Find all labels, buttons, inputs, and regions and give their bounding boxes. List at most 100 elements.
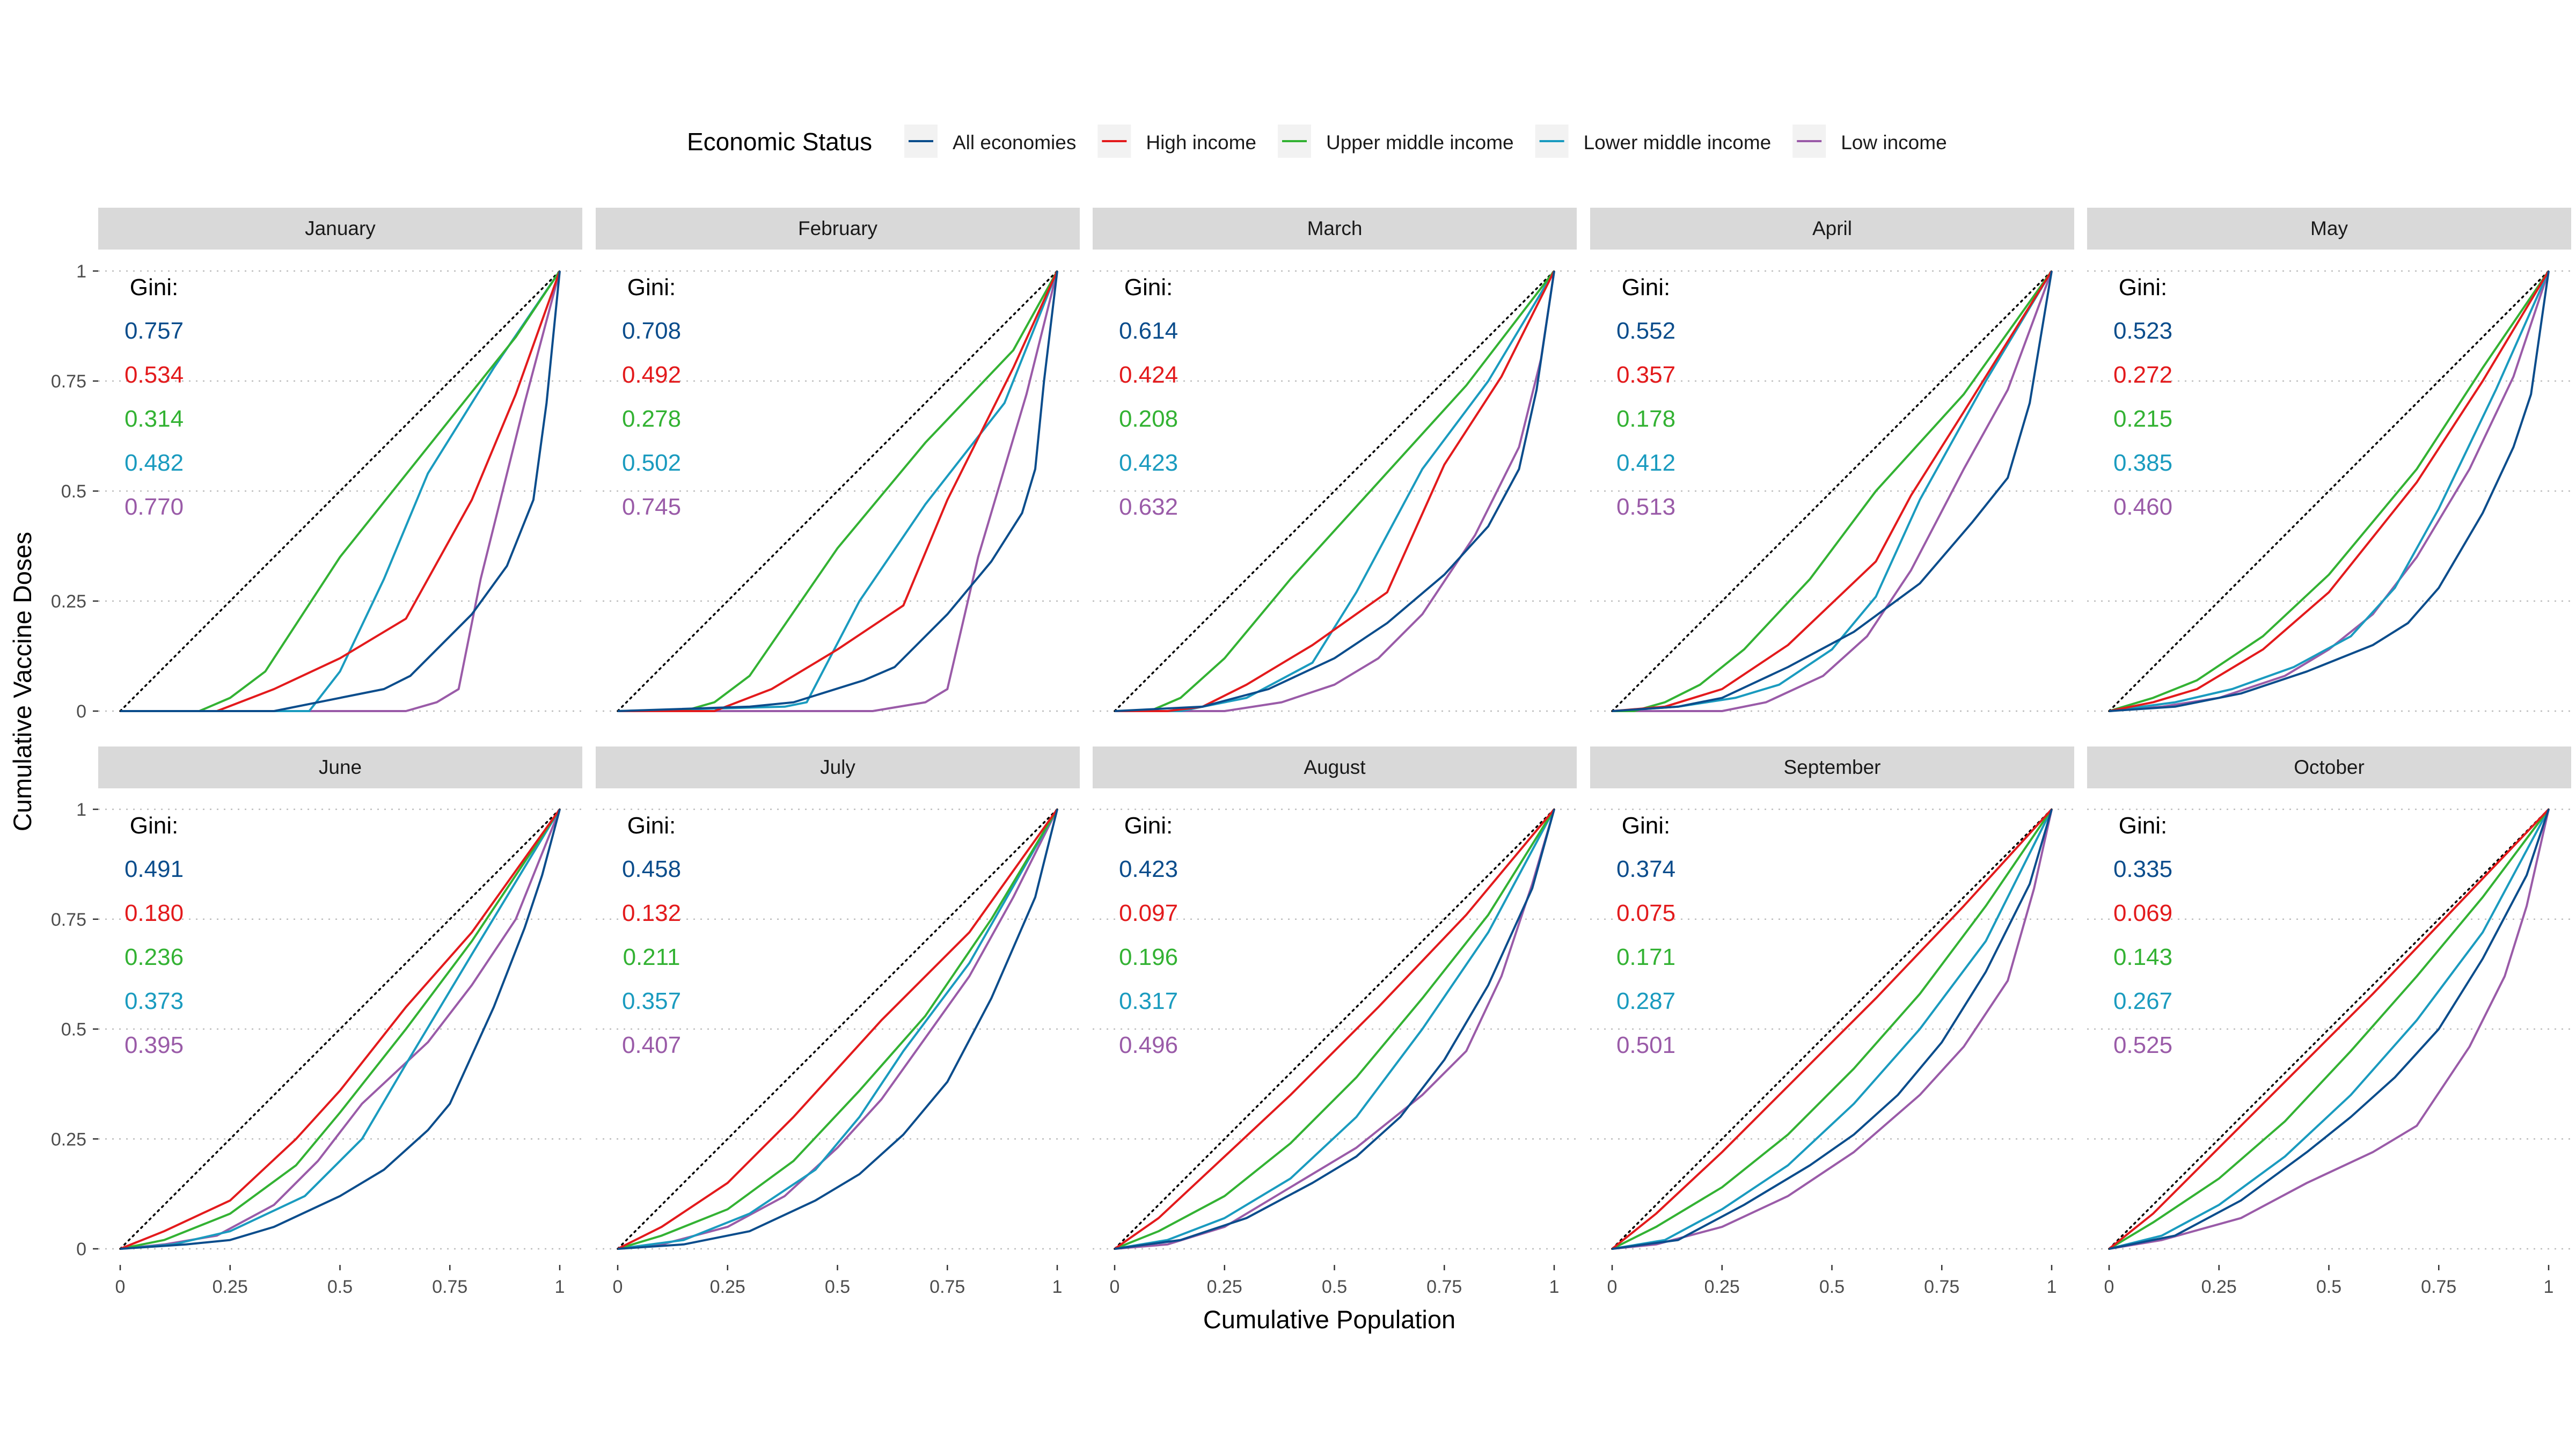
gini-heading: Gini: bbox=[627, 813, 676, 839]
x-tick-label: 1 bbox=[2544, 1277, 2554, 1297]
series-line-all-economies bbox=[617, 809, 1058, 1250]
panel-title: March bbox=[1307, 217, 1363, 239]
series-line-all-economies bbox=[1612, 270, 2053, 712]
panel-strip bbox=[596, 747, 1080, 788]
panel-july: July 0 0.25 0.5 0.75 1 Gini: 0.458 0.132 0.211 0.3… bbox=[596, 747, 1080, 1297]
y-tick-label: 0.5 bbox=[61, 481, 86, 502]
gini-value: 0.236 bbox=[125, 944, 184, 970]
gini-value: 0.317 bbox=[1119, 988, 1178, 1014]
series-line-high-income bbox=[120, 808, 561, 1250]
x-tick-label: 0 bbox=[115, 1277, 126, 1297]
gini-heading: Gini: bbox=[1622, 813, 1670, 839]
panel-strip bbox=[98, 208, 582, 250]
y-tick-label: 1 bbox=[76, 800, 86, 820]
gini-value: 0.143 bbox=[2113, 944, 2172, 970]
y-tick-label: 1 bbox=[76, 261, 86, 282]
gini-value: 0.423 bbox=[1119, 450, 1178, 476]
panel-august: August 0 0.25 0.5 0.75 1 Gini: 0.423 0.097 0.196 0… bbox=[1093, 747, 1577, 1297]
gini-value: 0.482 bbox=[125, 450, 184, 476]
y-tick-label: 0.25 bbox=[51, 1129, 86, 1150]
panel-title: May bbox=[2310, 217, 2348, 239]
gini-value: 0.757 bbox=[125, 318, 184, 344]
y-tick-label: 0 bbox=[76, 701, 86, 722]
panel-title: June bbox=[319, 756, 362, 778]
gini-heading: Gini: bbox=[1622, 274, 1670, 301]
x-tick-label: 1 bbox=[1549, 1277, 1560, 1297]
series-line-high-income bbox=[1612, 270, 2053, 712]
series-line-all-economies bbox=[2109, 809, 2550, 1250]
gini-value: 0.267 bbox=[2113, 988, 2172, 1014]
gini-value: 0.278 bbox=[622, 406, 681, 432]
gini-value: 0.523 bbox=[2113, 318, 2172, 344]
legend-label: Low income bbox=[1841, 131, 1946, 153]
gini-value: 0.178 bbox=[1616, 406, 1675, 432]
panel-title: September bbox=[1784, 756, 1881, 778]
x-tick-label: 0 bbox=[613, 1277, 623, 1297]
series-line-all-economies bbox=[120, 270, 561, 712]
series-line-lower-middle-income bbox=[1612, 809, 2053, 1250]
x-tick-label: 0.25 bbox=[2201, 1277, 2237, 1297]
gini-value: 0.385 bbox=[2113, 450, 2172, 476]
gini-value: 0.395 bbox=[125, 1032, 184, 1058]
x-tick-label: 0.25 bbox=[1207, 1277, 1242, 1297]
legend-item-0: All economies bbox=[904, 125, 1076, 158]
gini-heading: Gini: bbox=[2119, 274, 2167, 301]
x-tick-label: 1 bbox=[1052, 1277, 1063, 1297]
x-tick-label: 1 bbox=[555, 1277, 565, 1297]
x-tick-label: 0.5 bbox=[1819, 1277, 1845, 1297]
x-tick-label: 0 bbox=[1607, 1277, 1618, 1297]
series-line-high-income bbox=[1115, 270, 1555, 712]
legend-item-3: Lower middle income bbox=[1535, 125, 1772, 158]
series-line-lower-middle-income bbox=[617, 809, 1058, 1250]
series-line-low-income bbox=[2109, 270, 2550, 712]
panel-april: April Gini: 0.552 0.357 0.178 0.412 0.513 bbox=[1590, 208, 2074, 712]
panel-strip bbox=[1590, 208, 2074, 250]
x-tick-label: 1 bbox=[2047, 1277, 2057, 1297]
gini-heading: Gini: bbox=[1124, 813, 1173, 839]
panel-march: March Gini: 0.614 0.424 0.208 0.423 0.632 bbox=[1093, 208, 1577, 712]
panel-may: May Gini: 0.523 0.272 0.215 0.385 0.460 bbox=[2087, 208, 2571, 712]
series-line-high-income bbox=[617, 808, 1058, 1250]
legend-label: Lower middle income bbox=[1584, 131, 1772, 153]
gini-heading: Gini: bbox=[2119, 813, 2167, 839]
legend-item-2: Upper middle income bbox=[1278, 125, 1514, 158]
gini-heading: Gini: bbox=[130, 813, 178, 839]
panel-title: October bbox=[2294, 756, 2365, 778]
gini-value: 0.314 bbox=[125, 406, 184, 432]
gini-value: 0.423 bbox=[1119, 856, 1178, 882]
gini-heading: Gini: bbox=[1124, 274, 1173, 301]
gini-value: 0.412 bbox=[1616, 450, 1675, 476]
legend-item-1: High income bbox=[1097, 125, 1256, 158]
gini-value: 0.525 bbox=[2113, 1032, 2172, 1058]
y-tick-label: 0.25 bbox=[51, 591, 86, 612]
x-tick-label: 0 bbox=[2104, 1277, 2114, 1297]
panel-strip bbox=[1590, 747, 2074, 788]
gini-value: 0.196 bbox=[1119, 944, 1178, 970]
series-line-upper-middle-income bbox=[2108, 808, 2550, 1250]
gini-value: 0.180 bbox=[125, 900, 184, 926]
series-line-lower-middle-income bbox=[1114, 809, 1555, 1250]
series-line-low-income bbox=[2109, 809, 2550, 1250]
series-line-all-economies bbox=[2109, 270, 2550, 712]
gini-value: 0.501 bbox=[1616, 1032, 1675, 1058]
y-axis-label: Cumulative Vaccine Doses bbox=[8, 532, 36, 831]
gini-value: 0.357 bbox=[622, 988, 681, 1014]
series-line-upper-middle-income bbox=[1612, 808, 2053, 1250]
series-line-all-economies bbox=[120, 809, 561, 1250]
x-tick-label: 0.5 bbox=[2316, 1277, 2341, 1297]
y-tick-label: 0 bbox=[76, 1239, 86, 1260]
x-tick-label: 0.5 bbox=[327, 1277, 353, 1297]
panel-january: January 0 0.25 0.5 0.75 1 Gini: 0.757 0.534 0.314… bbox=[51, 208, 582, 722]
y-tick-label: 0.75 bbox=[51, 371, 86, 392]
legend: Economic Status All economies High income… bbox=[687, 125, 1947, 158]
gini-value: 0.502 bbox=[622, 450, 681, 476]
gini-value: 0.614 bbox=[1119, 318, 1178, 344]
y-tick-label: 0.75 bbox=[51, 910, 86, 930]
gini-value: 0.458 bbox=[622, 856, 681, 882]
gini-value: 0.513 bbox=[1616, 494, 1675, 520]
gini-value: 0.552 bbox=[1616, 318, 1675, 344]
x-tick-label: 0.75 bbox=[930, 1277, 965, 1297]
gini-value: 0.374 bbox=[1616, 856, 1675, 882]
gini-value: 0.069 bbox=[2113, 900, 2172, 926]
